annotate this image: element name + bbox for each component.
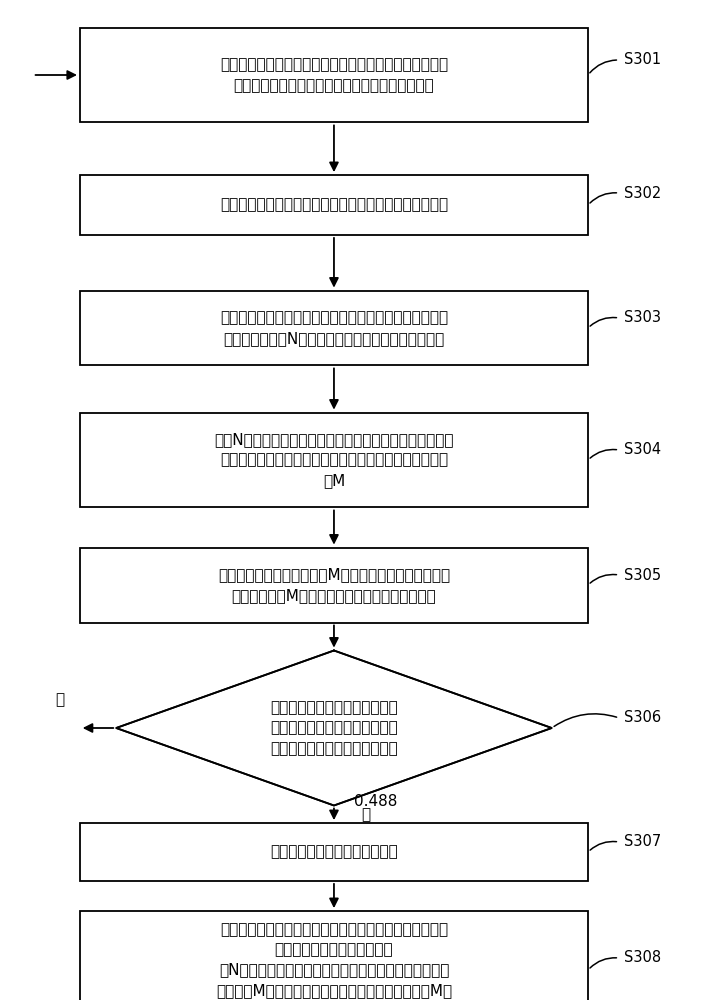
Text: 否: 否 (55, 692, 64, 708)
Text: 若云端确定第一人员的数量M大于或等于第一预设阈值，
则进一步确定M个智能锁设备检测到同一第一人员: 若云端确定第一人员的数量M大于或等于第一预设阈值， 则进一步确定M个智能锁设备检… (218, 567, 450, 603)
FancyBboxPatch shape (80, 911, 588, 1000)
Text: S304: S304 (624, 442, 661, 458)
FancyBboxPatch shape (80, 175, 588, 235)
Text: S303: S303 (624, 310, 661, 326)
Text: 云端确定第一人员属于目标人员: 云端确定第一人员属于目标人员 (270, 844, 398, 859)
Text: 0.488: 0.488 (354, 794, 398, 810)
FancyBboxPatch shape (80, 412, 588, 507)
Text: 云端根据人员检测信息中包括的设备标识信息，确定发送
人员检测信息的N个智能锁设备安装于同一栋单元楼内: 云端根据人员检测信息中包括的设备标识信息，确定发送 人员检测信息的N个智能锁设备… (220, 310, 448, 346)
Text: 是: 是 (362, 807, 371, 822)
FancyBboxPatch shape (80, 548, 588, 622)
Text: S302: S302 (624, 186, 661, 200)
Text: 针对N个智能锁设备发送的多个人员检测信息，云端确定多
个人员检测信息中人脸特征信息相匹配的第一人员的数量
为M: 针对N个智能锁设备发送的多个人员检测信息，云端确定多 个人员检测信息中人脸特征信… (214, 432, 454, 488)
Text: 云端生成目标人员对应的人员告警信息，将人员告警信息
发送至与多个智能锁设备对应
的N个终端设备；或者，确定目标人员进入的预设检测范
围对应的M个智能锁设备，将人: 云端生成目标人员对应的人员告警信息，将人员告警信息 发送至与多个智能锁设备对应 … (216, 922, 452, 1000)
Text: S307: S307 (624, 834, 661, 850)
Text: S306: S306 (624, 710, 661, 726)
Text: 云端接收多个智能锁设备发送的第一人员的人员检测信息: 云端接收多个智能锁设备发送的第一人员的人员检测信息 (220, 198, 448, 213)
Text: S301: S301 (624, 52, 661, 68)
Text: 智能锁设备对进入预设检测范围内的第一人员进行检测，
并将检测到的第一人员的人员检测信息发送至云端: 智能锁设备对进入预设检测范围内的第一人员进行检测， 并将检测到的第一人员的人员检… (220, 57, 448, 93)
Text: S308: S308 (624, 950, 661, 966)
FancyBboxPatch shape (80, 27, 588, 122)
Text: S305: S305 (624, 568, 661, 582)
FancyBboxPatch shape (80, 823, 588, 881)
Text: 云端判断该同一第一人员进入各
智能锁设备的预设检测范围内的
时间间隔是否小于预设时长阈值: 云端判断该同一第一人员进入各 智能锁设备的预设检测范围内的 时间间隔是否小于预设… (270, 700, 398, 756)
Polygon shape (116, 650, 552, 806)
FancyBboxPatch shape (80, 290, 588, 365)
